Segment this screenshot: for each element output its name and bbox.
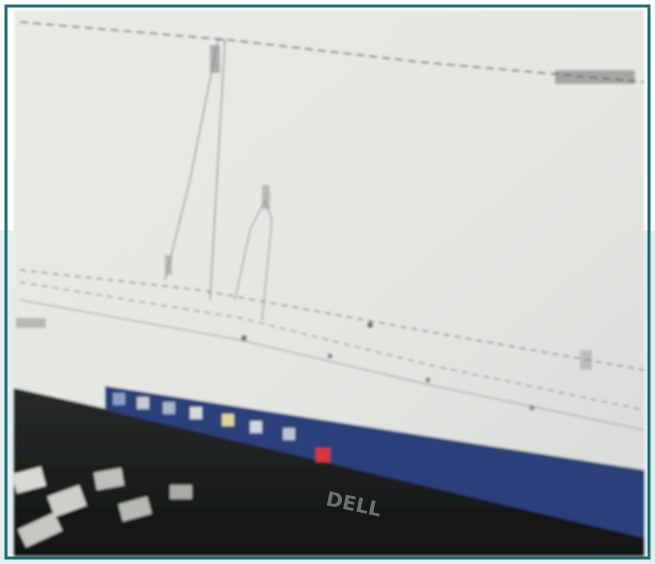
peak-label xyxy=(165,255,172,275)
dashed-line xyxy=(19,269,645,371)
peak xyxy=(164,39,226,301)
desk-objects xyxy=(11,466,192,548)
dashed-top-line xyxy=(19,21,645,83)
taskbar-icons xyxy=(113,393,330,462)
point xyxy=(241,335,247,341)
axis-text xyxy=(16,318,46,328)
point xyxy=(367,322,373,328)
peak-label xyxy=(262,185,270,209)
frame xyxy=(4,4,651,560)
point xyxy=(529,405,535,411)
legend-text xyxy=(555,70,635,84)
point xyxy=(425,377,431,383)
axis-text xyxy=(580,350,592,370)
peak-label xyxy=(210,45,220,73)
photo-content xyxy=(11,10,645,556)
axis-line xyxy=(19,299,645,431)
point xyxy=(327,353,333,359)
taskbar xyxy=(105,386,644,538)
dashed-line xyxy=(19,281,645,411)
